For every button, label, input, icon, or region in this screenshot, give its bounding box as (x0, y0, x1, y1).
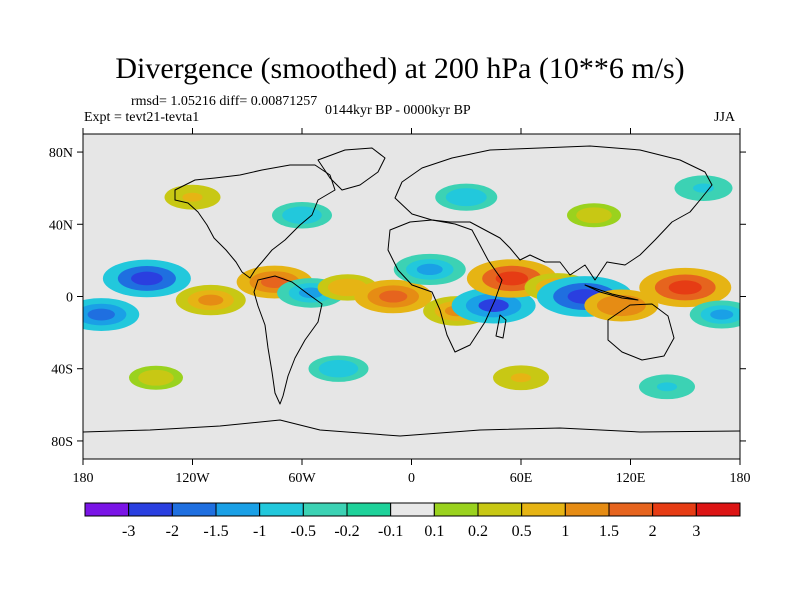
field-cell-16-2 (182, 192, 203, 202)
field-cell-5-2 (336, 282, 359, 293)
coastline-australia (607, 303, 675, 361)
colorbar-swatch (652, 502, 697, 517)
colorbar-label: -0.5 (291, 523, 316, 540)
coastlines (83, 145, 740, 437)
field-cell-22-2 (327, 363, 350, 374)
colorbar-swatch (215, 502, 261, 517)
field-cell-10-2 (495, 271, 529, 286)
coastline-madagascar (495, 314, 507, 339)
field-cell-19-2 (584, 210, 604, 220)
field-cell-18-2 (455, 192, 478, 203)
colorbar-label: -0.2 (334, 523, 359, 540)
colorbar-label: -2 (166, 523, 179, 540)
colorbar-label: 3 (692, 523, 700, 540)
field-cell-1-2 (87, 308, 115, 321)
colorbar-swatch (84, 502, 130, 517)
coastline-indonesia (584, 284, 639, 301)
y-tick-label: 0 (66, 291, 73, 306)
field-cell-15-2 (710, 309, 734, 320)
x-tick-label: 0 (408, 471, 415, 486)
colorbar-label: -0.1 (378, 523, 403, 540)
field-cell-14-2 (668, 280, 702, 295)
colorbar-label: 0.1 (424, 523, 444, 540)
y-tick-label: 80S (51, 435, 73, 450)
field-cell-6-2 (379, 290, 408, 303)
colorbar-label: 0.5 (512, 523, 532, 540)
x-tick-label: 60E (510, 471, 533, 486)
colorbar-swatch (477, 502, 523, 517)
x-tick-label: 120W (175, 471, 210, 486)
colorbar-label: -1.5 (203, 523, 228, 540)
x-tick-label: 180 (730, 471, 751, 486)
y-tick-label: 40S (51, 363, 73, 378)
experiment-label: Expt = tevt21-tevta1 (84, 110, 200, 125)
coastline-south-america (253, 275, 323, 405)
plot-title: Divergence (smoothed) at 200 hPa (10**6 … (115, 52, 685, 85)
period-label: 0144kyr BP - 0000kyr BP (325, 103, 471, 118)
field-cell-17-2 (291, 210, 313, 221)
axis-ticks: 180 120W 60W 0 60E 120E 180 80N 40N 0 40S 80S (49, 128, 751, 486)
field-cell-2-2 (198, 294, 224, 306)
field-cell-7-2 (416, 263, 443, 276)
colorbar-label: 1.5 (599, 523, 619, 540)
field-cell-13-2 (608, 299, 635, 312)
colorbar-swatch (695, 502, 741, 517)
colorbar-label: 1 (561, 523, 569, 540)
colorbar-swatch (171, 502, 217, 517)
coastline-greenland (317, 147, 386, 191)
colorbar-swatch (564, 502, 610, 517)
rmsd-diff-stats: rmsd= 1.05216 diff= 0.00871257 (131, 94, 318, 109)
y-tick-label: 40N (49, 218, 73, 233)
colorbar-swatch (608, 502, 654, 517)
x-tick-label: 120E (616, 471, 646, 486)
divergence-field (83, 134, 740, 459)
colorbar-swatch (521, 502, 566, 517)
colorbar-label: -1 (253, 523, 266, 540)
season-label: JJA (714, 110, 736, 125)
colorbar-swatch (346, 502, 392, 517)
coastline-africa (387, 219, 503, 353)
x-tick-label: 60W (288, 471, 316, 486)
colorbar-label: 2 (649, 523, 657, 540)
field-cell-24-2 (656, 382, 678, 392)
colorbar: -3 -2 -1.5 -1 -0.5 -0.2 -0.1 0.1 0.2 0.5 1 1.5 2 3 (84, 502, 741, 540)
colorbar-label: -3 (122, 523, 135, 540)
field-cell-9-2 (478, 299, 509, 313)
field-cell-0-2 (131, 271, 163, 286)
coastline-antarctica (83, 419, 740, 437)
coastline-eurasia (394, 145, 713, 281)
field-cell-23-2 (510, 373, 532, 383)
colorbar-swatch (302, 502, 348, 517)
field-cell-3-2 (260, 276, 289, 288)
field-cell-20-2 (693, 183, 714, 193)
x-tick-label: 180 (73, 471, 94, 486)
y-tick-label: 80N (49, 146, 73, 161)
coastline-north-america (174, 164, 336, 279)
field-cell-21-2 (146, 373, 166, 383)
field-cell-4-2 (298, 287, 324, 299)
colorbar-swatch (259, 502, 304, 517)
colorbar-swatch (433, 502, 479, 517)
colorbar-label: 0.2 (468, 523, 488, 540)
colorbar-swatch (128, 502, 173, 517)
colorbar-swatch (390, 502, 435, 517)
